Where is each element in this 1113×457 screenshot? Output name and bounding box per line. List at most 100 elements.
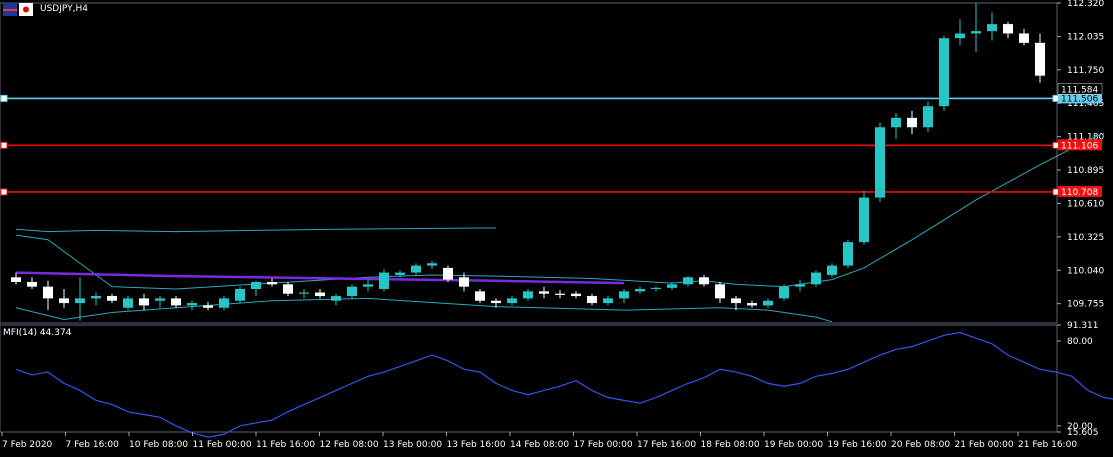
bull-candle [843, 242, 853, 266]
current-price-label: 111.584 [1061, 85, 1098, 95]
mfi-level-label: 91.311 [1067, 321, 1099, 331]
price-tick-label: 112.035 [1067, 32, 1104, 42]
bull-candle [827, 265, 837, 275]
bull-candle [507, 298, 517, 304]
bull-candle [939, 38, 949, 107]
bull-candle [603, 298, 613, 304]
bull-candle [299, 292, 309, 294]
time-axis-label: 21 Feb 16:00 [1018, 440, 1077, 450]
bull-candle [859, 197, 869, 243]
time-axis-label: 11 Feb 00:00 [193, 440, 252, 450]
bear-candle [107, 296, 117, 301]
mfi-level-label: 15.605 [1067, 428, 1099, 438]
bull-candle [411, 265, 421, 273]
bear-candle [1003, 24, 1013, 34]
bear-candle [283, 284, 293, 294]
price-tick-label: 109.755 [1067, 300, 1104, 310]
main-plot-frame [0, 2, 1058, 324]
time-axis-label: 18 Feb 08:00 [701, 440, 760, 450]
bear-candle [475, 291, 485, 301]
price-tick-label: 111.465 [1067, 99, 1104, 109]
price-level-label: 110.708 [1061, 188, 1098, 198]
bear-candle [459, 277, 469, 287]
bear-candle [43, 286, 53, 299]
bull-candle [763, 300, 773, 306]
bear-candle [11, 277, 21, 282]
time-axis-label: 17 Feb 16:00 [637, 440, 696, 450]
bull-candle [395, 272, 405, 275]
bollinger-lower-band [15, 297, 833, 323]
price-level-tag [1058, 185, 1102, 197]
time-axis-label: 13 Feb 16:00 [447, 440, 506, 450]
bear-candle [907, 117, 917, 128]
bull-candle [683, 277, 693, 285]
price-tick-label: 110.895 [1067, 166, 1104, 176]
bull-candle [235, 289, 245, 301]
price-tick-label: 110.325 [1067, 233, 1104, 243]
bollinger-upper-band [15, 227, 496, 233]
time-axis-label: 19 Feb 00:00 [764, 440, 823, 450]
mfi-level-label: 20.00 [1067, 422, 1093, 432]
bull-candle [379, 272, 389, 290]
bear-candle [731, 298, 741, 304]
price-level-label: 111.106 [1061, 141, 1098, 151]
bull-candle [363, 284, 373, 287]
bear-candle [267, 281, 277, 285]
bear-candle [27, 281, 37, 287]
time-axis-label: 10 Feb 08:00 [129, 440, 188, 450]
bear-candle [747, 303, 757, 306]
bull-candle [91, 296, 101, 299]
time-axis-label: 11 Feb 16:00 [256, 440, 315, 450]
mfi-plot-frame [0, 324, 1058, 433]
bull-candle [331, 296, 341, 301]
bear-candle [555, 293, 565, 295]
bear-candle [443, 267, 453, 280]
time-axis-label: 12 Feb 08:00 [320, 440, 379, 450]
mfi-indicator-label: MFI(14) 44.374 [3, 328, 72, 338]
bull-candle [251, 281, 261, 290]
bull-candle [779, 286, 789, 299]
bear-candle [59, 298, 69, 304]
price-level-label: 111.506 [1061, 94, 1098, 104]
bear-candle [171, 298, 181, 306]
line-handle[interactable] [0, 141, 8, 149]
bear-candle [715, 284, 725, 299]
bear-candle [203, 305, 213, 308]
time-axis-label: 21 Feb 00:00 [955, 440, 1014, 450]
bull-candle [651, 287, 661, 290]
time-axis-label: 14 Feb 08:00 [510, 440, 569, 450]
bull-candle [187, 303, 197, 306]
time-axis-label: 17 Feb 00:00 [574, 440, 633, 450]
bull-candle [811, 272, 821, 285]
time-axis-label: 7 Feb 16:00 [66, 440, 120, 450]
bull-candle [523, 291, 533, 299]
current-price-tag [1057, 83, 1103, 95]
bull-candle [427, 263, 437, 266]
time-axis-label: 20 Feb 08:00 [891, 440, 950, 450]
bull-candle [219, 298, 229, 308]
bear-candle [1035, 42, 1045, 76]
time-axis-label: 7 Feb 2020 [2, 440, 53, 450]
price-tick-label: 110.040 [1067, 266, 1104, 276]
bollinger-middle-band [15, 132, 1105, 290]
time-axis-label: 19 Feb 16:00 [828, 440, 887, 450]
bull-candle [619, 291, 629, 299]
bear-candle [699, 277, 709, 285]
line-handle[interactable] [0, 94, 8, 102]
bull-candle [923, 106, 933, 128]
bull-candle [635, 289, 645, 292]
bull-candle [971, 31, 981, 34]
mfi-level-label: 80.00 [1067, 337, 1093, 347]
price-tick-label: 112.320 [1067, 0, 1104, 9]
price-level-tag [1058, 139, 1102, 151]
bull-candle [955, 33, 965, 39]
bear-candle [539, 291, 549, 294]
bull-candle [123, 298, 133, 308]
moving-average-line [15, 271, 625, 285]
bear-candle [1019, 33, 1029, 43]
bull-candle [347, 286, 357, 297]
price-tick-label: 110.610 [1067, 199, 1104, 209]
line-handle[interactable] [0, 188, 8, 196]
